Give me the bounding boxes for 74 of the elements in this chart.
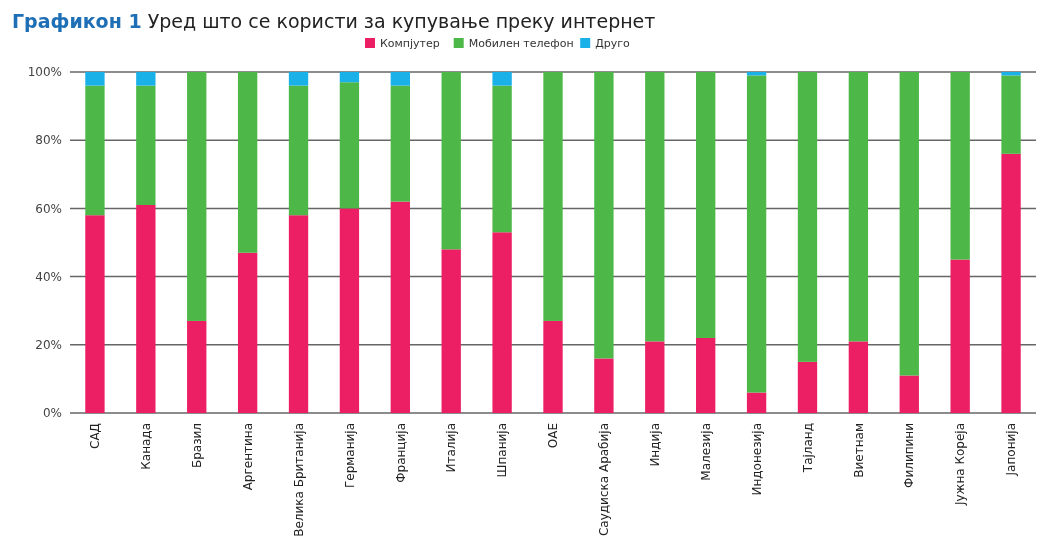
bar	[594, 72, 614, 359]
x-tick-label: Јапонија	[1004, 423, 1019, 477]
bar	[288, 85, 309, 216]
bar	[492, 232, 512, 413]
x-tick-label: Италија	[444, 423, 459, 473]
bar	[899, 375, 919, 413]
bar	[696, 72, 716, 338]
x-tick-label: Аргентина	[240, 423, 255, 491]
bar	[746, 392, 767, 413]
y-tick-label: 20%	[35, 338, 62, 352]
x-tick-label: Филипини	[902, 423, 917, 488]
x-tick-label: Франција	[393, 423, 408, 483]
bar	[390, 201, 410, 413]
bar	[339, 82, 360, 209]
chart-title: Графикон 1 Уред што се користи за купување преку интернет	[12, 10, 656, 32]
bar	[339, 72, 360, 83]
y-tick-label: 100%	[27, 65, 62, 80]
bar	[797, 361, 818, 413]
bar	[237, 72, 258, 253]
bar	[136, 204, 156, 413]
bar	[1001, 72, 1021, 76]
bar	[645, 341, 665, 413]
bar	[950, 72, 970, 260]
y-tick-label: 0%	[42, 406, 62, 421]
x-tick-label: Индија	[647, 423, 662, 467]
x-tick-label: Малезија	[698, 423, 713, 481]
bar	[85, 215, 105, 413]
bar	[1001, 153, 1021, 413]
bar	[1001, 75, 1021, 154]
bar	[797, 72, 818, 362]
bar	[492, 72, 512, 86]
legend-label: Друго	[595, 37, 631, 50]
bar	[237, 252, 258, 413]
bar	[441, 72, 461, 250]
legend-label: Компјутер	[380, 37, 440, 50]
x-tick-label: Јужна Кореја	[953, 423, 968, 507]
x-tick-label: Канада	[139, 423, 154, 470]
bar	[339, 208, 360, 413]
x-tick-label: САД	[88, 423, 103, 449]
x-tick-label: Шпанија	[495, 423, 510, 478]
x-tick-label: Тајланд	[800, 423, 815, 474]
x-tick-label: Бразил	[189, 423, 204, 469]
bar	[899, 72, 919, 376]
bar	[594, 358, 614, 413]
y-tick-label: 60%	[35, 201, 62, 216]
legend-label: Мобилен телефон	[468, 37, 574, 50]
bar	[848, 72, 869, 342]
bar	[288, 215, 309, 413]
bar	[390, 72, 410, 86]
bar	[543, 320, 563, 413]
bar	[288, 72, 309, 86]
bar	[390, 85, 410, 202]
bar	[746, 75, 767, 393]
y-tick-label: 80%	[35, 133, 62, 148]
bar	[492, 85, 512, 233]
x-tick-label: Виетнам	[851, 423, 866, 478]
x-tick-label: Германија	[342, 423, 357, 489]
bar	[696, 337, 716, 413]
bar	[848, 341, 869, 413]
bar	[85, 85, 105, 216]
x-tick-label: ОАЕ	[546, 423, 561, 449]
x-tick-label: Саудиска Арабија	[597, 423, 612, 537]
bar	[645, 72, 665, 342]
bar	[441, 249, 461, 413]
bar	[543, 72, 563, 321]
y-tick-label: 40%	[35, 269, 62, 284]
bar	[136, 85, 156, 205]
bar	[187, 72, 207, 321]
bar	[136, 72, 156, 86]
bar	[950, 259, 970, 413]
bar	[187, 320, 207, 413]
bar	[85, 72, 105, 86]
x-tick-label: Велика Британија	[291, 423, 306, 537]
x-tick-label: Индонезија	[749, 423, 764, 496]
